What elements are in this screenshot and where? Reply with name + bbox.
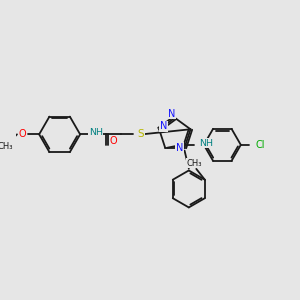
Text: CH₃: CH₃ <box>0 142 13 151</box>
Text: N: N <box>176 143 183 153</box>
Text: Cl: Cl <box>256 140 265 150</box>
Text: O: O <box>19 129 26 140</box>
Text: NH: NH <box>89 128 103 137</box>
Text: N: N <box>168 109 175 118</box>
Text: CH₃: CH₃ <box>186 159 202 168</box>
Text: O: O <box>110 136 117 146</box>
Text: NH: NH <box>200 139 214 148</box>
Text: S: S <box>138 129 145 140</box>
Text: N: N <box>160 122 167 131</box>
